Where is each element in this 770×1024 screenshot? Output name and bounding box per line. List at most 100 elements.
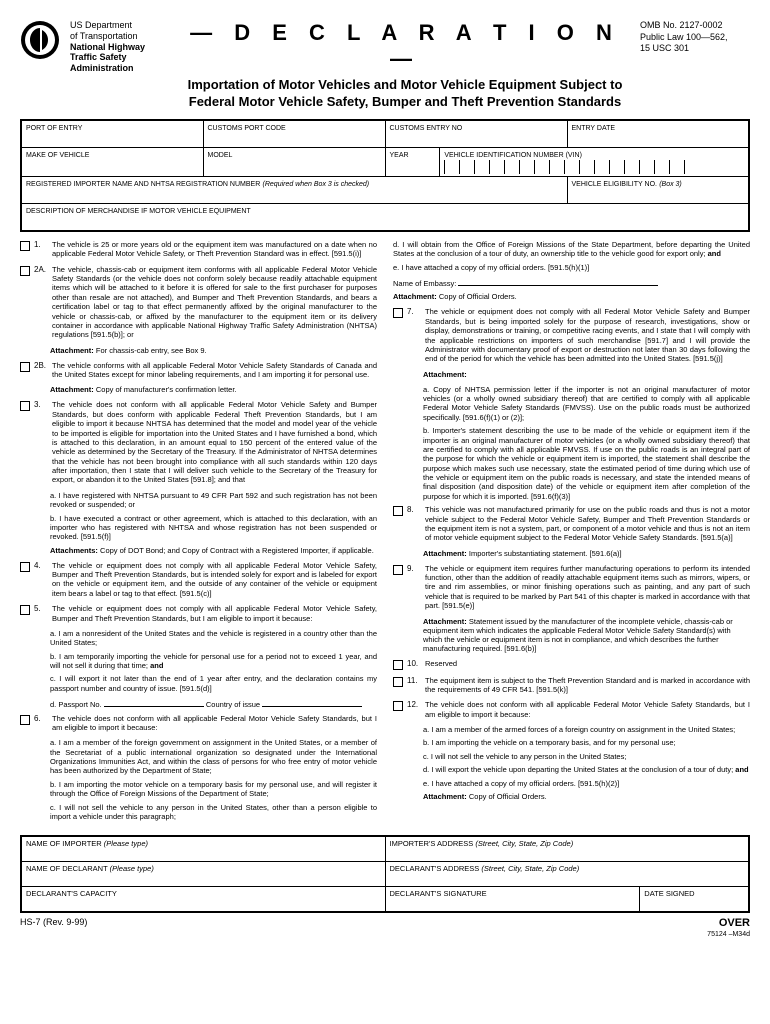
attachment-label: Attachment:	[423, 617, 467, 626]
attachment-text: Importer's substantiating statement. [59…	[469, 549, 622, 558]
form-subtitle: Federal Motor Vehicle Safety, Bumper and…	[170, 94, 640, 111]
attachment-label: Attachment:	[423, 792, 467, 801]
sub-item: a. I have registered with NHTSA pursuant…	[50, 491, 377, 510]
embassy-input[interactable]	[458, 276, 658, 286]
entry-grid: PORT OF ENTRY CUSTOMS PORT CODE CUSTOMS …	[20, 119, 750, 232]
sub-item: b. I have executed a contract or other a…	[50, 514, 377, 542]
field-label: NAME OF IMPORTER	[26, 839, 102, 848]
item-text: The vehicle, chassis-cab or equipment it…	[52, 265, 377, 340]
sub-item: e. I have attached a copy of my official…	[423, 779, 750, 788]
omb-line: OMB No. 2127-0002	[640, 20, 750, 32]
checkbox-7[interactable]	[393, 308, 403, 318]
dept-line: US Department	[70, 20, 170, 31]
attachment-label: Attachment:	[393, 292, 437, 301]
field-label: DECLARANT'S CAPACITY	[26, 889, 117, 898]
item-number: 5.	[34, 604, 52, 614]
field-note: (Required when Box 3 is checked)	[263, 181, 370, 188]
item-text: The vehicle does not conform with all ap…	[52, 714, 377, 733]
item-text: The vehicle or equipment does not comply…	[425, 307, 750, 363]
checkbox-2b[interactable]	[20, 362, 30, 372]
omb-line: 15 USC 301	[640, 43, 750, 55]
form-title: — D E C L A R A T I O N —	[170, 20, 640, 73]
right-column: d. I will obtain from the Office of Fore…	[393, 240, 750, 825]
field-note: (Box 3)	[659, 181, 682, 188]
field-label: DECLARANT'S SIGNATURE	[390, 889, 487, 898]
attachment-text: For chassis-cab entry, see Box 9.	[96, 346, 207, 355]
sub-item: a. I am a member of the foreign governme…	[50, 738, 377, 776]
field-label: VEHICLE ELIGIBILITY NO.	[572, 181, 657, 188]
field-label: CUSTOMS ENTRY NO	[390, 125, 463, 132]
item-number: 4.	[34, 561, 52, 571]
attachment-text: Copy of DOT Bond; and Copy of Contract w…	[100, 546, 374, 555]
over-label: OVER	[707, 917, 750, 930]
field-note: (Street, City, State, Zip Code)	[475, 839, 573, 848]
title-block: — D E C L A R A T I O N — Importation of…	[170, 20, 640, 111]
sub-item: d. I will export the vehicle upon depart…	[423, 765, 750, 774]
passport-input[interactable]	[104, 697, 204, 707]
embassy-line: Name of Embassy:	[393, 276, 750, 288]
attachment-label: Attachment:	[423, 370, 467, 379]
checkbox-6[interactable]	[20, 715, 30, 725]
form-subtitle: Importation of Motor Vehicles and Motor …	[170, 77, 640, 94]
checkbox-8[interactable]	[393, 506, 403, 516]
country-input[interactable]	[262, 697, 362, 707]
field-label: DESCRIPTION OF MERCHANDISE IF MOTOR VEHI…	[26, 208, 251, 215]
item-text: The vehicle or equipment does not comply…	[52, 561, 377, 599]
field-label: YEAR	[390, 152, 409, 159]
sub-item: b. I am importing the vehicle on a tempo…	[423, 738, 750, 747]
field-label: PORT OF ENTRY	[26, 125, 82, 132]
field-label: IMPORTER'S ADDRESS	[390, 839, 474, 848]
sub-item: a. Copy of NHTSA permission letter if th…	[423, 385, 750, 423]
item-text: Reserved	[425, 659, 750, 668]
field-label: CUSTOMS PORT CODE	[208, 125, 286, 132]
attachment-label: Attachment:	[50, 346, 94, 355]
attachment-text: Statement issued by the manufacturer of …	[423, 617, 733, 653]
dept-line: of Transportation	[70, 31, 170, 42]
omb-block: OMB No. 2127-0002 Public Law 100—562, 15…	[640, 20, 750, 55]
field-label: DECLARANT'S ADDRESS	[390, 864, 480, 873]
item-text: This vehicle was not manufactured primar…	[425, 505, 750, 543]
dept-line: National Highway	[70, 42, 170, 53]
left-column: 1.The vehicle is 25 or more years old or…	[20, 240, 377, 825]
checkbox-4[interactable]	[20, 562, 30, 572]
sub-item: d. I will obtain from the Office of Fore…	[393, 240, 750, 259]
omb-line: Public Law 100—562,	[640, 32, 750, 44]
vin-cells[interactable]	[444, 160, 744, 174]
item-text: The vehicle or equipment item requires f…	[425, 564, 750, 611]
item-number: 2A.	[34, 265, 52, 275]
field-label: ENTRY DATE	[572, 125, 616, 132]
department-block: US Department of Transportation National…	[70, 20, 170, 74]
checkbox-3[interactable]	[20, 401, 30, 411]
item-text: The vehicle does not conform with all ap…	[425, 700, 750, 719]
sub-item: b. I am importing the motor vehicle on a…	[50, 780, 377, 799]
checkbox-9[interactable]	[393, 565, 403, 575]
passport-line: d. Passport No. Country of issue	[50, 697, 377, 709]
checkbox-1[interactable]	[20, 241, 30, 251]
signature-grid: NAME OF IMPORTER (Please type) IMPORTER'…	[20, 835, 750, 913]
field-label: MODEL	[208, 152, 233, 159]
item-number: 8.	[407, 505, 425, 515]
field-label: REGISTERED IMPORTER NAME AND NHTSA REGIS…	[26, 181, 260, 188]
checkbox-10[interactable]	[393, 660, 403, 670]
checkbox-11[interactable]	[393, 677, 403, 687]
field-label: MAKE OF VEHICLE	[26, 152, 89, 159]
checkbox-5[interactable]	[20, 605, 30, 615]
item-text: The vehicle is 25 or more years old or t…	[52, 240, 377, 259]
sub-item: b. Importer's statement describing the u…	[423, 426, 750, 501]
footer: HS-7 (Rev. 9-99) OVER 75124 –M34d	[20, 917, 750, 939]
sub-item: e. I have attached a copy of my official…	[393, 263, 750, 272]
dept-line: Administration	[70, 63, 170, 74]
attachment-text: Copy of Official Orders.	[469, 792, 547, 801]
item-number: 7.	[407, 307, 425, 317]
attachment-label: Attachment:	[50, 385, 94, 394]
field-label: DATE SIGNED	[644, 889, 694, 898]
checkbox-2a[interactable]	[20, 266, 30, 276]
item-text: The vehicle conforms with all applicable…	[52, 361, 377, 380]
item-number: 2B.	[34, 361, 52, 371]
checkbox-12[interactable]	[393, 701, 403, 711]
sub-item: b. I am temporarily importing the vehicl…	[50, 652, 377, 671]
item-text: The vehicle or equipment does not comply…	[52, 604, 377, 623]
field-note: (Street, City, State, Zip Code)	[481, 864, 579, 873]
sub-item: c. I will not sell the vehicle to any pe…	[423, 752, 750, 761]
attachment-label: Attachment:	[423, 549, 467, 558]
